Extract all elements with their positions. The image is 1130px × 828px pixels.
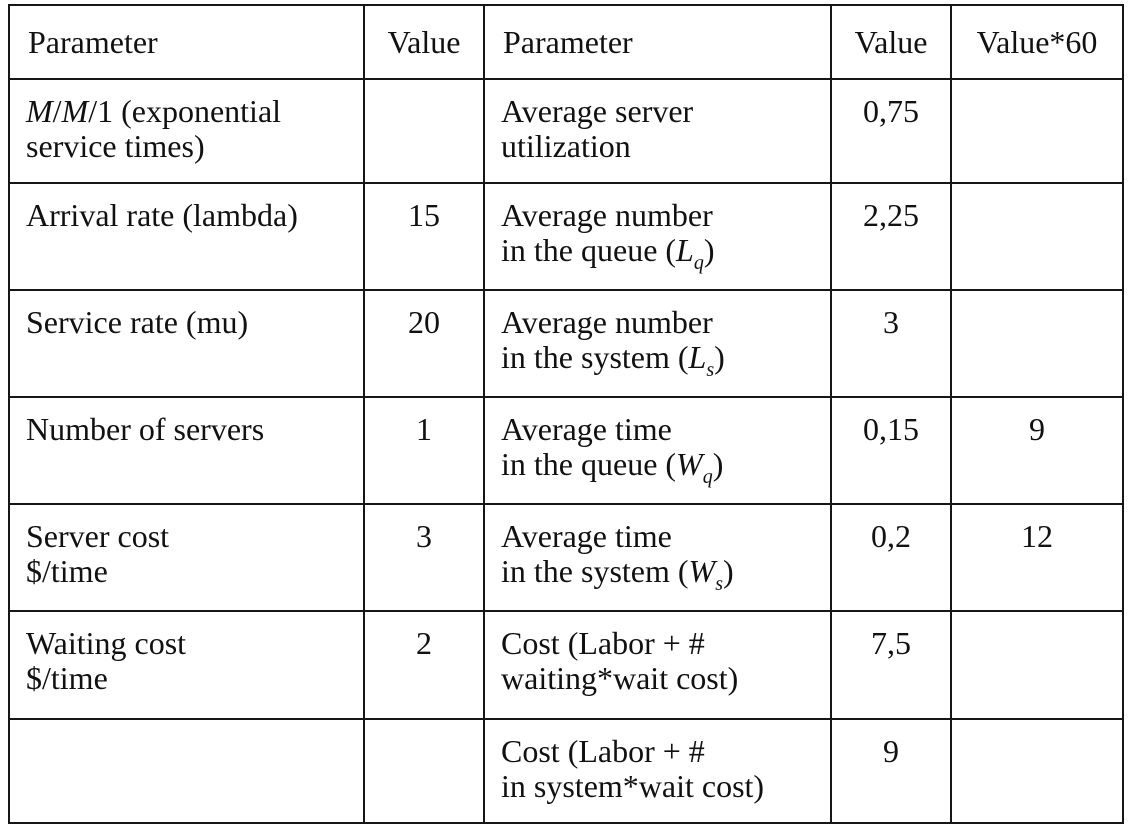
left-value-cell: 15 bbox=[363, 182, 485, 291]
left-parameter-line: Waiting cost bbox=[26, 625, 187, 661]
right-parameter-line: in the queue (Lq) bbox=[501, 232, 715, 274]
header-right-value: Value bbox=[830, 4, 952, 80]
table-row: M/M/1 (exponential service times) Averag… bbox=[8, 78, 1124, 184]
right-parameter-line: in system*wait cost) bbox=[501, 768, 765, 804]
right-value-cell: 7,5 bbox=[830, 610, 952, 720]
right-parameter-line: in the system (Ls) bbox=[501, 339, 725, 381]
left-value-cell bbox=[363, 78, 485, 184]
right-parameter-line: Average server bbox=[501, 93, 694, 129]
right-parameter-line: Average time bbox=[501, 411, 672, 447]
left-value-cell bbox=[363, 718, 485, 824]
right-parameter-cell: Average time in the queue (Wq) bbox=[483, 396, 832, 505]
right-parameter-line: Average number bbox=[501, 197, 713, 233]
left-parameter-cell: M/M/1 (exponential service times) bbox=[8, 78, 365, 184]
right-value-cell: 0,2 bbox=[830, 503, 952, 612]
right-value60-cell bbox=[950, 182, 1124, 291]
table-row: Waiting cost $/time 2 Cost (Labor + # wa… bbox=[8, 610, 1124, 720]
left-parameter-cell bbox=[8, 718, 365, 824]
right-parameter-cell: Average number in the system (Ls) bbox=[483, 289, 832, 398]
right-parameter-cell: Cost (Labor + # in system*wait cost) bbox=[483, 718, 832, 824]
right-value-cell: 2,25 bbox=[830, 182, 952, 291]
left-parameter-line: M/M/1 (exponential bbox=[26, 93, 282, 129]
header-row: Parameter Value Parameter Value Value*60 bbox=[8, 4, 1124, 80]
left-parameter-line: $/time bbox=[26, 553, 108, 589]
left-parameter-line: Arrival rate (lambda) bbox=[26, 197, 298, 233]
left-parameter-cell: Arrival rate (lambda) bbox=[8, 182, 365, 291]
table-row: Arrival rate (lambda) 15 Average number … bbox=[8, 182, 1124, 291]
right-value60-cell bbox=[950, 718, 1124, 824]
left-parameter-line: Server cost bbox=[26, 518, 170, 554]
right-parameter-cell: Cost (Labor + # waiting*wait cost) bbox=[483, 610, 832, 720]
right-parameter-line: Cost (Labor + # bbox=[501, 625, 705, 661]
left-parameter-cell: Waiting cost $/time bbox=[8, 610, 365, 720]
left-value-cell: 2 bbox=[363, 610, 485, 720]
right-value-cell: 0,15 bbox=[830, 396, 952, 505]
header-right-parameter: Parameter bbox=[483, 4, 832, 80]
left-value-cell: 3 bbox=[363, 503, 485, 612]
table-row: Service rate (mu) 20 Average number in t… bbox=[8, 289, 1124, 398]
right-parameter-line: in the queue (Wq) bbox=[501, 446, 724, 488]
right-value-cell: 3 bbox=[830, 289, 952, 398]
queueing-parameters-table: Parameter Value Parameter Value Value*60… bbox=[8, 4, 1124, 824]
right-parameter-line: Average number bbox=[501, 304, 713, 340]
right-parameter-line: Cost (Labor + # bbox=[501, 733, 705, 769]
left-parameter-cell: Server cost $/time bbox=[8, 503, 365, 612]
table-row: Server cost $/time 3 Average time in the… bbox=[8, 503, 1124, 612]
header-left-parameter: Parameter bbox=[8, 4, 365, 80]
left-parameter-line: Number of servers bbox=[26, 411, 265, 447]
right-parameter-line: utilization bbox=[501, 128, 631, 164]
right-parameter-cell: Average server utilization bbox=[483, 78, 832, 184]
left-parameter-cell: Service rate (mu) bbox=[8, 289, 365, 398]
right-parameter-line: Average time bbox=[501, 518, 672, 554]
header-left-value: Value bbox=[363, 4, 485, 80]
table-row: Cost (Labor + # in system*wait cost) 9 bbox=[8, 718, 1124, 824]
right-parameter-cell: Average time in the system (Ws) bbox=[483, 503, 832, 612]
right-value60-cell bbox=[950, 78, 1124, 184]
left-parameter-line: $/time bbox=[26, 660, 108, 696]
right-parameter-line: in the system (Ws) bbox=[501, 553, 734, 595]
table-row: Number of servers 1 Average time in the … bbox=[8, 396, 1124, 505]
header-right-value60: Value*60 bbox=[950, 4, 1124, 80]
left-parameter-line: Service rate (mu) bbox=[26, 304, 249, 340]
right-value60-cell: 9 bbox=[950, 396, 1124, 505]
left-value-cell: 20 bbox=[363, 289, 485, 398]
left-parameter-cell: Number of servers bbox=[8, 396, 365, 505]
left-value-cell: 1 bbox=[363, 396, 485, 505]
right-value60-cell: 12 bbox=[950, 503, 1124, 612]
left-parameter-line: service times) bbox=[26, 128, 205, 164]
right-value60-cell bbox=[950, 610, 1124, 720]
right-parameter-line: waiting*wait cost) bbox=[501, 660, 739, 696]
right-parameter-cell: Average number in the queue (Lq) bbox=[483, 182, 832, 291]
right-value-cell: 0,75 bbox=[830, 78, 952, 184]
right-value-cell: 9 bbox=[830, 718, 952, 824]
right-value60-cell bbox=[950, 289, 1124, 398]
